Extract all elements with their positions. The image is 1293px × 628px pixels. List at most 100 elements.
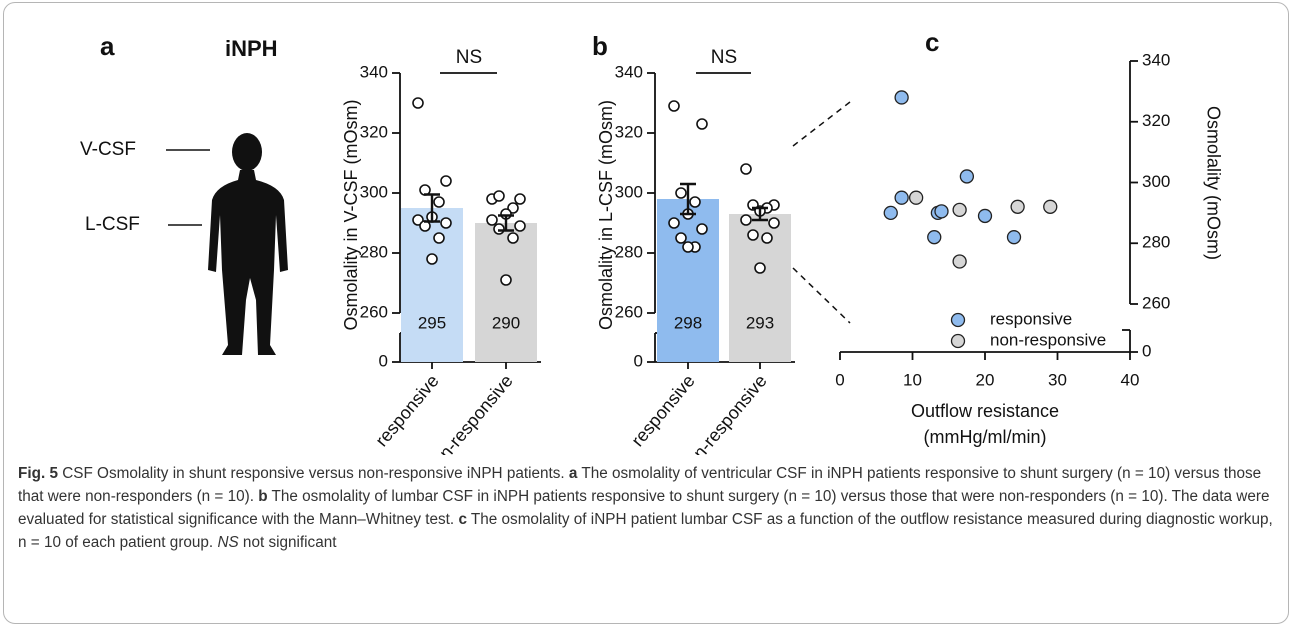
data-point [894,190,909,205]
y-tick-label: 320 [1142,111,1170,130]
data-point [675,232,687,244]
x-tick-label: responsive [371,371,442,451]
data-point [754,262,766,274]
y-tick-label: 320 [615,122,643,141]
data-point [696,118,708,130]
error-bar [752,206,768,222]
y-tick-label: 0 [634,351,643,370]
caption-text: NS [217,534,239,551]
data-point [440,175,452,187]
panel-label: c [925,27,939,57]
y-tick-label: 280 [1142,233,1170,252]
data-point [1006,230,1022,245]
figure-panels: iNPH V-CSF L-CSF a Osmolality in V-CSF (m… [80,27,1223,455]
significance-label: NS [711,47,737,68]
caption-text: not significant [238,534,337,551]
data-point [689,196,701,208]
x-tick-label: 0 [835,370,844,389]
data-point [952,254,967,269]
y-tick-label: 320 [360,122,388,141]
data-point [514,220,526,232]
error-bar [424,193,440,223]
caption-text: The osmolality of iNPH patient lumbar CS… [18,511,1273,551]
legend-label: non-responsive [990,330,1106,349]
data-point [426,253,438,265]
y-tick-label: 0 [1142,341,1151,360]
y-tick-label: 340 [615,62,643,81]
data-point [696,223,708,235]
data-point [507,232,519,244]
data-point [952,202,967,217]
y-tick-label: 260 [1142,293,1170,312]
frame [3,2,1289,624]
y-tick-label: 300 [1142,172,1170,191]
panel-label: b [592,31,608,61]
y-tick-label: 300 [615,182,643,201]
data-point [493,190,505,202]
y-tick-label: 0 [379,351,388,370]
y-tick-label: 340 [1142,50,1170,69]
caption-text: The osmolality of ventricular CSF in iNP… [18,465,1262,505]
data-point [668,100,680,112]
data-point [761,232,773,244]
x-tick-label: 10 [903,370,922,389]
value-label: 293 [746,313,774,332]
zoom-line [792,101,851,147]
data-point [1010,199,1025,214]
bar [729,214,791,362]
data-point [768,217,780,229]
x-axis-label: (mmHg/ml/min) [924,427,1047,447]
y-axis-label: Osmolality (mOsm) [1203,106,1223,260]
data-point [977,208,993,224]
caption-text: CSF Osmolality in shunt responsive versu… [57,465,569,482]
zoom-line [792,267,851,324]
x-tick-label: 40 [1121,370,1140,389]
illustration-title: iNPH [225,36,278,61]
value-label: 298 [674,313,702,332]
x-tick-label: responsive [627,371,698,451]
x-tick-label: 20 [976,370,995,389]
panel-label: a [100,31,115,61]
legend-marker [950,312,966,328]
significance-label: NS [456,47,482,68]
x-tick-label: 30 [1048,370,1067,389]
data-point [934,204,949,219]
error-bar [498,214,514,232]
caption-text: c [458,511,467,528]
data-point [486,214,498,226]
data-point [927,230,942,245]
caption-text: a [568,465,578,482]
caption-text: The osmolality of lumbar CSF in iNPH pat… [18,488,1270,528]
legend-label: responsive [990,309,1072,328]
data-point [500,274,512,286]
data-point [433,232,445,244]
caption-text: Fig. 5 [18,465,58,482]
caption-text: b [258,488,268,505]
data-point [1043,199,1058,214]
data-point [740,163,752,175]
y-tick-label: 340 [360,62,388,81]
y-tick-label: 280 [360,242,388,261]
caption: Fig. 5 CSF Osmolality in shunt responsiv… [18,462,1280,554]
legend-marker [950,333,966,349]
data-point [433,196,445,208]
data-point [747,229,759,241]
y-axis-label: Osmolality in L-CSF (mOsm) [596,100,616,330]
y-axis-label: Osmolality in V-CSF (mOsm) [341,99,361,330]
y-tick-label: 260 [615,302,643,321]
region-label: V-CSF [80,139,136,160]
value-label: 295 [418,313,446,332]
data-point [894,90,909,105]
data-point [412,97,424,109]
region-label: L-CSF [85,214,140,235]
data-point [682,241,694,253]
silhouette [208,133,288,355]
y-tick-label: 280 [615,242,643,261]
data-point [740,214,752,226]
data-point [440,217,452,229]
data-point [908,190,924,205]
data-point [675,187,687,199]
y-tick-label: 300 [360,182,388,201]
bar [475,223,537,362]
